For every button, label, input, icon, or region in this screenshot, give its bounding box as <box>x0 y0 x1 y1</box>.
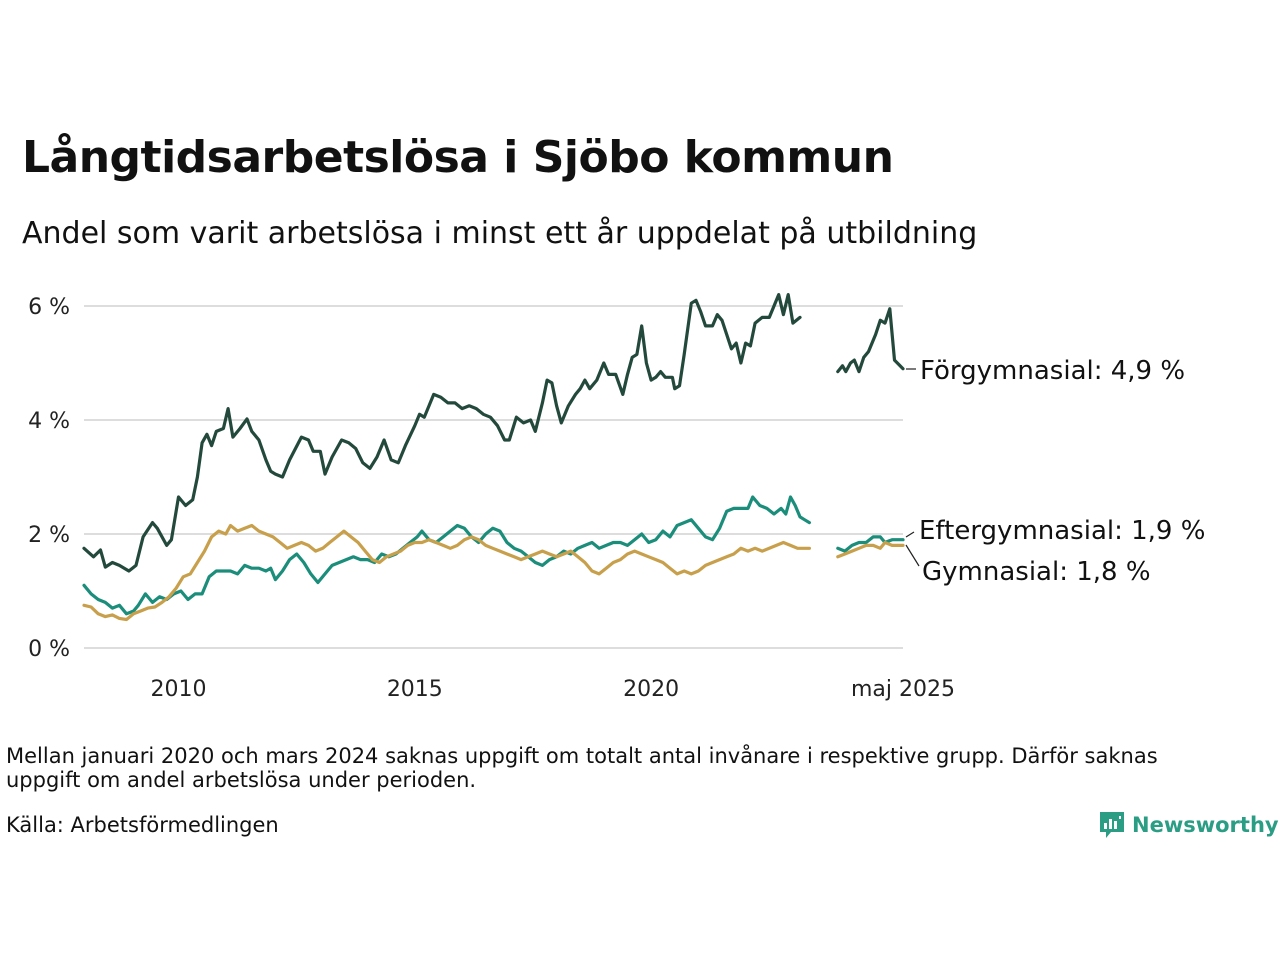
axis-layer: 0 % 2 % 4 % 6 % 2010 2015 2020 maj 2025 <box>28 295 955 702</box>
x-tick-label: 2010 <box>151 677 207 702</box>
end-label: Gymnasial: 1,8 % <box>922 557 1151 587</box>
label-layer: Förgymnasial: 4,9 % Eftergymnasial: 1,9 %… <box>905 356 1205 587</box>
series-line-gymnasial <box>82 523 811 622</box>
x-tick-label: 2015 <box>387 677 443 702</box>
end-label: Förgymnasial: 4,9 % <box>920 356 1185 386</box>
x-tick-label: maj 2025 <box>851 677 955 702</box>
x-tick-label: 2020 <box>623 677 679 702</box>
series-line-förgymnasial <box>82 293 802 573</box>
series-line-gymnasial <box>836 540 905 559</box>
brand-logo: Newsworthy <box>1098 810 1279 840</box>
newsworthy-logo-icon <box>1100 812 1124 838</box>
y-tick-label: 2 % <box>28 523 70 548</box>
line-chart: 0 % 2 % 4 % 6 % 2010 2015 2020 maj 2025 Förgymn… <box>28 293 1205 702</box>
brand-name: Newsworthy <box>1132 813 1279 837</box>
end-label-leader <box>905 544 920 567</box>
page-subtitle: Andel som varit arbetslösa i minst ett å… <box>22 216 978 251</box>
y-tick-label: 4 % <box>28 409 70 434</box>
end-label: Eftergymnasial: 1,9 % <box>919 516 1205 546</box>
series-layer <box>82 293 905 622</box>
series-line-eftergymnasial <box>82 495 811 616</box>
y-tick-label: 0 % <box>28 637 70 662</box>
y-tick-label: 6 % <box>28 295 70 320</box>
source-note: Källa: Arbetsförmedlingen <box>6 813 279 837</box>
page-title: Långtidsarbetslösa i Sjöbo kommun <box>22 132 894 183</box>
series-line-förgymnasial <box>836 307 905 374</box>
footnote: Mellan januari 2020 och mars 2024 saknas… <box>6 744 1158 792</box>
grid-layer <box>84 305 903 649</box>
end-label-leader <box>905 531 915 538</box>
series-line-eftergymnasial <box>836 535 905 553</box>
